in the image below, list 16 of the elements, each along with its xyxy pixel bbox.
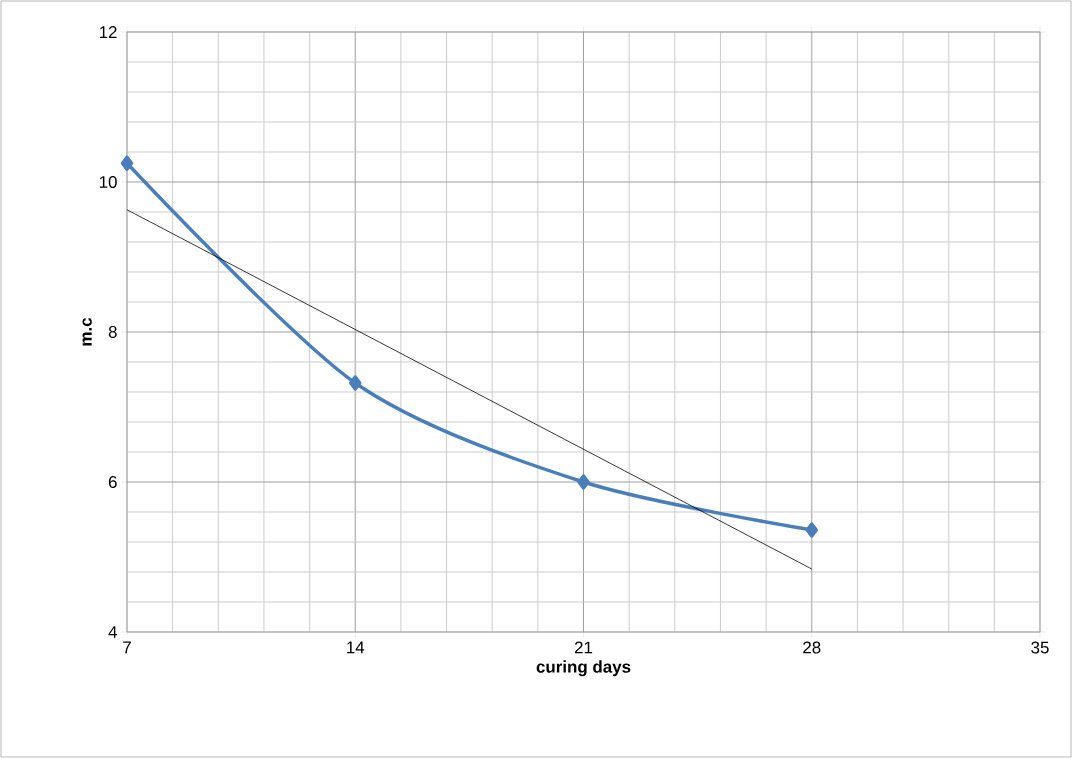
- y-tick-label: 10: [99, 176, 117, 188]
- point: [577, 474, 590, 490]
- x-tick-label: 21: [574, 641, 593, 654]
- point: [349, 375, 362, 391]
- x-tick-label: 35: [1031, 641, 1049, 654]
- y-tick-label: 4: [108, 626, 117, 638]
- y-axis-title: m.c: [82, 317, 92, 346]
- x-tick-label: 14: [347, 641, 365, 654]
- y-tick-label: 8: [108, 326, 117, 338]
- y-tick-label: 12: [99, 26, 117, 38]
- x-tick-label: 28: [803, 641, 821, 654]
- point: [120, 155, 134, 171]
- point: [805, 522, 819, 538]
- x-tick-label: 7: [123, 641, 131, 654]
- x-axis-title: curing days: [536, 660, 631, 677]
- y-tick-label: 6: [108, 476, 117, 488]
